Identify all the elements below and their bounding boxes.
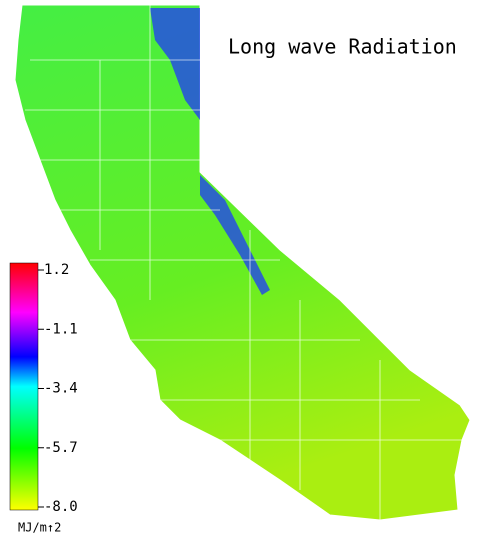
colorbar-ticks: 1.2 -1.1 -3.4 -5.7 -8.0 — [38, 262, 78, 515]
colorbar-tick-label: -3.4 — [44, 381, 78, 397]
colorbar-tick-label: -8.0 — [44, 499, 78, 515]
sierra-high-values — [150, 8, 270, 295]
colorbar-tick-label: -1.1 — [44, 321, 78, 337]
county-lines — [25, 5, 470, 520]
colorbar-unit: MJ/m↑2 — [18, 521, 61, 535]
colorbar — [9, 262, 39, 511]
california-shape — [14, 4, 471, 521]
colorbar-tick-label: -5.7 — [44, 440, 78, 456]
colorbar-tick-label: 1.2 — [44, 262, 69, 278]
map-title: Long wave Radiation — [228, 35, 457, 59]
